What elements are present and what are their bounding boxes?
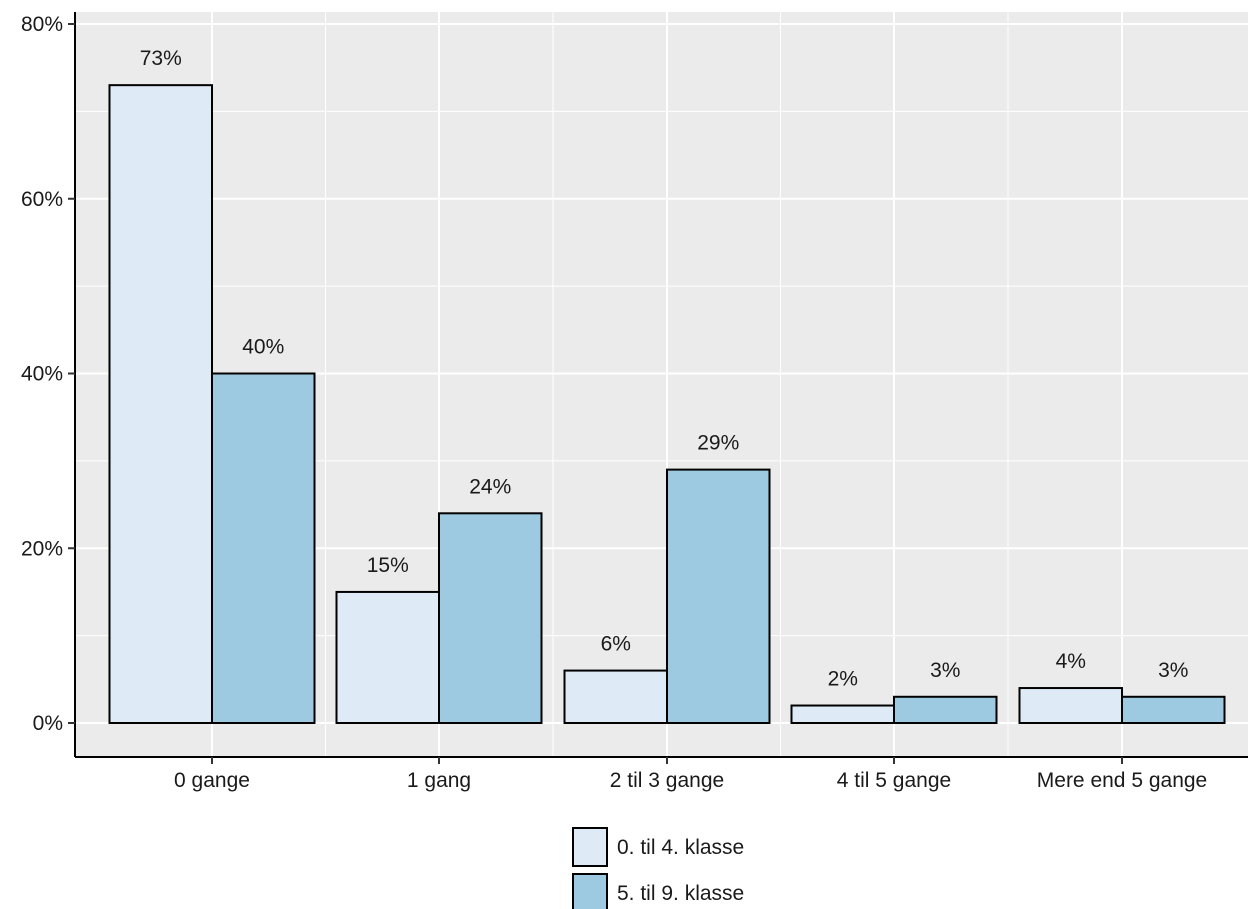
data-label: 3% [930,659,960,682]
data-label: 3% [1158,659,1188,682]
data-label: 4% [1056,650,1086,673]
data-label: 15% [367,554,409,577]
bar [211,372,316,724]
y-tick-label: 80% [21,13,63,36]
x-tick-label: 2 til 3 gange [610,769,724,792]
y-tick-label: 60% [21,188,63,211]
x-tick-label: 0 gange [174,769,250,792]
bar [790,704,895,725]
bar [438,512,543,724]
data-label: 24% [469,475,511,498]
bar [666,468,771,724]
x-tick-label: 4 til 5 gange [837,769,951,792]
legend-label: 5. til 9. klasse [617,882,744,905]
y-tick-label: 40% [21,363,63,386]
bar [893,695,998,724]
x-tick-label: Mere end 5 gange [1037,769,1207,792]
y-tick-label: 0% [33,712,63,735]
data-label: 73% [140,47,182,70]
legend-key [572,827,608,867]
bar [1121,695,1226,724]
bar [108,84,213,725]
legend-key [572,873,608,909]
bar [563,669,668,725]
data-label: 2% [828,668,858,691]
bar [335,590,440,724]
data-label: 29% [697,432,739,455]
data-label: 6% [601,633,631,656]
bar [1018,687,1123,724]
legend-label: 0. til 4. klasse [617,836,744,859]
data-label: 40% [242,336,284,359]
x-tick-label: 1 gang [407,769,471,792]
y-tick-label: 20% [21,537,63,560]
